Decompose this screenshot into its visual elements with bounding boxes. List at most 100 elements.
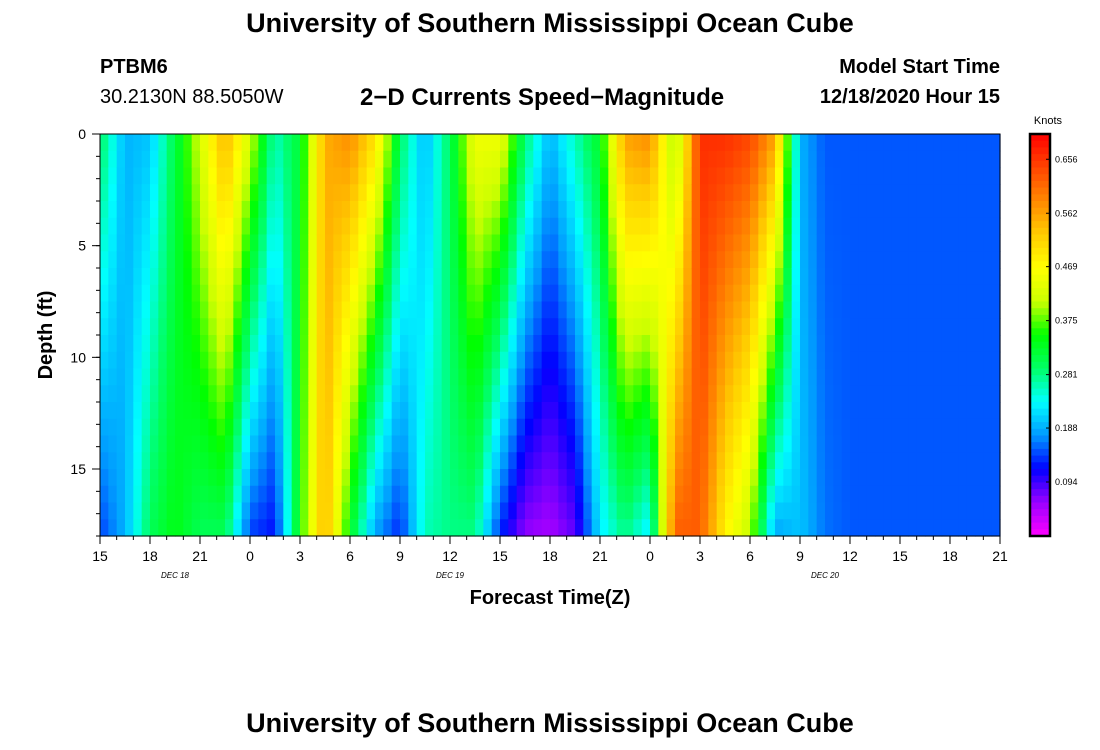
- colorbar-band: [1030, 247, 1050, 256]
- heatmap-cell: [941, 335, 951, 353]
- heatmap-cell: [225, 301, 234, 319]
- heatmap-cell: [841, 435, 851, 453]
- colorbar-band: [1030, 328, 1050, 336]
- heatmap-cell: [283, 402, 293, 420]
- heatmap-cell: [600, 402, 609, 420]
- heatmap-cell: [308, 418, 318, 437]
- heatmap-cell: [383, 268, 393, 286]
- heatmap-cell: [258, 351, 268, 370]
- heatmap-cell: [700, 519, 709, 537]
- heatmap-cell: [883, 402, 893, 420]
- heatmap-cell: [566, 201, 576, 219]
- heatmap-cell: [766, 150, 776, 169]
- heatmap-cell: [375, 402, 384, 420]
- heatmap-cell: [316, 150, 326, 169]
- heatmap-cell: [766, 301, 776, 319]
- heatmap-cell: [900, 318, 909, 336]
- heatmap-cell: [316, 368, 326, 386]
- heatmap-cell: [741, 318, 751, 336]
- heatmap-cell: [450, 485, 459, 504]
- heatmap-cell: [783, 268, 793, 286]
- heatmap-cell: [341, 519, 351, 537]
- heatmap-cell: [716, 485, 726, 504]
- heatmap-cell: [658, 201, 668, 219]
- heatmap-cell: [275, 284, 284, 303]
- heatmap-cell: [433, 167, 443, 185]
- heatmap-cell: [983, 284, 993, 303]
- heatmap-cell: [183, 485, 193, 504]
- heatmap-cell: [975, 402, 984, 420]
- heatmap-cell: [591, 217, 601, 236]
- heatmap-cell: [566, 385, 576, 403]
- heatmap-cell: [583, 268, 593, 286]
- heatmap-cell: [983, 502, 993, 520]
- heatmap-cell: [150, 184, 159, 202]
- heatmap-cell: [125, 318, 134, 336]
- heatmap-cell: [175, 519, 184, 537]
- heatmap-cell: [750, 351, 759, 370]
- heatmap-cell: [991, 485, 1001, 504]
- heatmap-cell: [266, 502, 276, 520]
- heatmap-cell: [158, 452, 168, 470]
- heatmap-cell: [725, 351, 734, 370]
- colorbar-tick-label: 0.188: [1055, 423, 1078, 433]
- heatmap-cell: [833, 167, 843, 185]
- heatmap-cell: [241, 385, 251, 403]
- heatmap-cell: [475, 134, 484, 152]
- heatmap-cell: [150, 217, 159, 236]
- heatmap-cell: [258, 134, 268, 152]
- heatmap-cell: [225, 234, 234, 252]
- heatmap-cell: [950, 335, 959, 353]
- heatmap-cell: [483, 301, 493, 319]
- heatmap-cell: [816, 201, 826, 219]
- heatmap-cell: [566, 351, 576, 370]
- heatmap-cell: [250, 435, 259, 453]
- x-tick-label: 9: [796, 548, 804, 564]
- heatmap-cell: [425, 201, 434, 219]
- heatmap-cell: [366, 251, 376, 269]
- heatmap-cell: [116, 134, 126, 152]
- heatmap-cell: [333, 452, 343, 470]
- heatmap-cell: [966, 134, 976, 152]
- heatmap-cell: [175, 485, 184, 504]
- heatmap-cell: [575, 519, 584, 537]
- heatmap-cell: [566, 485, 576, 504]
- heatmap-cell: [233, 234, 243, 252]
- heatmap-cell: [350, 335, 359, 353]
- heatmap-cell: [108, 351, 118, 370]
- heatmap-cell: [450, 385, 459, 403]
- heatmap-cell: [475, 469, 484, 487]
- heatmap-cell: [458, 519, 468, 537]
- heatmap-cell: [925, 335, 934, 353]
- heatmap-cell: [641, 418, 651, 437]
- heatmap-cell: [175, 318, 184, 336]
- heatmap-cell: [141, 217, 151, 236]
- heatmap-cell: [875, 251, 884, 269]
- heatmap-cell: [650, 519, 659, 537]
- heatmap-cell: [391, 268, 401, 286]
- heatmap-cell: [541, 519, 551, 537]
- heatmap-cell: [275, 351, 284, 370]
- heatmap-cell: [166, 134, 176, 152]
- heatmap-cell: [508, 201, 518, 219]
- heatmap-cell: [700, 452, 709, 470]
- heatmap-cell: [100, 184, 109, 202]
- heatmap-cell: [633, 351, 643, 370]
- heatmap-cell: [625, 452, 634, 470]
- heatmap-cell: [183, 418, 193, 437]
- heatmap-cell: [975, 167, 984, 185]
- heatmap-cell: [383, 335, 393, 353]
- heatmap-cell: [858, 418, 868, 437]
- heatmap-cell: [241, 418, 251, 437]
- heatmap-cell: [891, 184, 901, 202]
- heatmap-cell: [941, 301, 951, 319]
- heatmap-cell: [208, 234, 218, 252]
- heatmap-cell: [550, 469, 559, 487]
- heatmap-cell: [191, 134, 201, 152]
- x-tick-label: 15: [92, 548, 108, 564]
- heatmap-cell: [225, 418, 234, 437]
- heatmap-cell: [266, 201, 276, 219]
- heatmap-cell: [991, 418, 1001, 437]
- heatmap-cell: [658, 301, 668, 319]
- heatmap-cell: [941, 402, 951, 420]
